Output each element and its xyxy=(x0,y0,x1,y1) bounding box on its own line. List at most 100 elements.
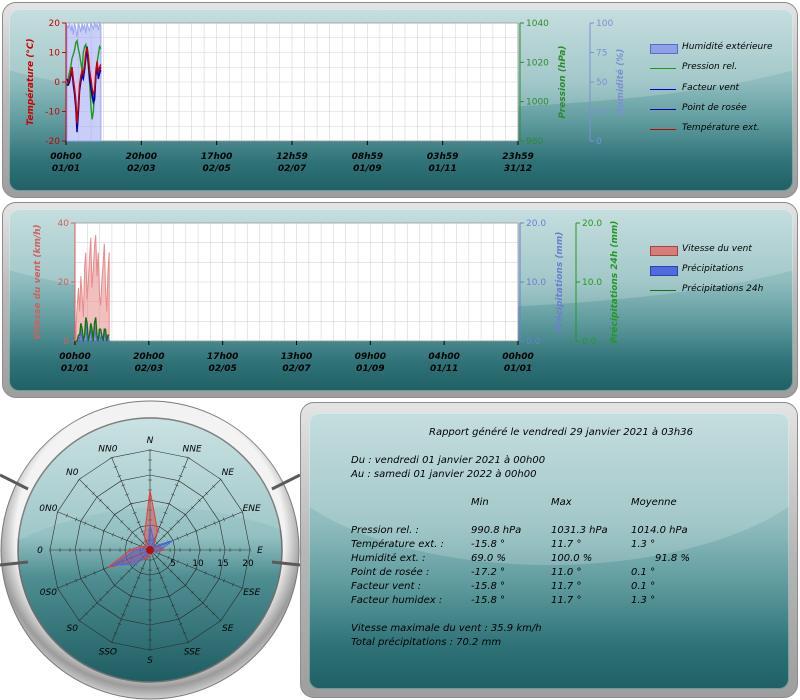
rose-tick xyxy=(204,525,207,529)
y-tick-label: 0 xyxy=(54,78,60,88)
col-min-header: Min xyxy=(471,497,489,508)
rose-radial-label: 20 xyxy=(242,559,254,569)
x-tick-date: 02/05 xyxy=(208,364,236,374)
legend-line xyxy=(650,129,676,130)
x-tick-date: 01/01 xyxy=(52,164,80,174)
rose-tick xyxy=(98,597,103,602)
rose-tick xyxy=(112,532,115,537)
rose-tick xyxy=(182,632,187,635)
rose-tick xyxy=(195,528,198,533)
legend-label: Humidité extérieure xyxy=(682,42,773,52)
rose-radial-label: 10 xyxy=(192,559,204,569)
row-max: 11.0 ° xyxy=(551,567,582,578)
legend-line xyxy=(650,89,676,90)
rose-tick xyxy=(75,517,78,522)
y-tick-label: 20.0 xyxy=(582,219,602,229)
wind-rose: 5 10 15 20 N NNE NE ENE E ESE SE SSE S SSO S0 0S0 0 0N0 N0… xyxy=(0,400,301,700)
rose-tick xyxy=(163,512,168,515)
rose-tick xyxy=(232,513,235,518)
x-tick-time: 20h00 xyxy=(133,352,164,362)
rose-tick xyxy=(93,571,96,575)
x-tick-time: 03h59 xyxy=(427,152,458,162)
rose-tick xyxy=(171,604,175,607)
row-min: 990.8 hPa xyxy=(471,525,522,536)
legend-label: Point de rosée xyxy=(682,103,747,113)
rose-tick xyxy=(134,534,138,538)
y-axis-title: Température (°C) xyxy=(25,38,36,125)
rose-tick xyxy=(182,465,187,468)
rose-tick xyxy=(117,622,122,625)
x-tick-time: 04h00 xyxy=(428,352,459,362)
row-max: 100.0 % xyxy=(551,553,593,564)
legend-label: Précipitations xyxy=(682,264,744,274)
row-label: Point de rosée : xyxy=(351,567,430,578)
row-min: -17.2 ° xyxy=(471,567,506,578)
row-avg: 0.1 ° xyxy=(631,581,656,592)
series-line xyxy=(67,47,102,124)
rose-tick xyxy=(241,586,244,591)
chart2-legend: Vitesse du vent Précipitations Précipita… xyxy=(650,244,795,304)
bezel-notch xyxy=(271,473,301,491)
rose-direction-label: E xyxy=(257,546,263,556)
rose-tick xyxy=(176,576,180,580)
rose-direction-label: S xyxy=(147,656,153,666)
row-label: Facteur humidex : xyxy=(351,595,443,606)
rose-direction-label: 0 xyxy=(37,546,43,556)
x-tick-time: 17h00 xyxy=(201,152,232,162)
rose-tick xyxy=(136,576,141,579)
rose-tick xyxy=(121,559,124,564)
rose-tick xyxy=(155,555,159,559)
rose-tick xyxy=(121,613,126,616)
legend-swatch xyxy=(650,266,678,276)
rose-tick xyxy=(84,574,87,579)
y-tick-label: 25 xyxy=(596,108,607,118)
y-tick-label: 10 xyxy=(49,49,61,59)
y-tick-label: 1020 xyxy=(526,58,549,68)
rose-tick xyxy=(75,578,78,583)
rose-tick xyxy=(178,622,183,625)
rose-tick xyxy=(109,456,114,459)
rose-tick xyxy=(159,576,164,579)
x-tick-date: 02/07 xyxy=(278,164,307,174)
chart2-svg: 0 20 40 Vitesse du vent (km/h) 0.0 10.0 20.0 Pr… xyxy=(33,219,620,374)
row-max: 11.7 ° xyxy=(551,581,582,592)
rose-tick xyxy=(84,612,88,616)
y-axis-title: Précipitations 24h (mm) xyxy=(609,221,620,344)
y-tick-label: -10 xyxy=(45,108,60,118)
rose-tick xyxy=(163,585,168,588)
rose-tick xyxy=(84,484,88,488)
rose-tick xyxy=(219,477,223,481)
legend-line xyxy=(650,109,676,110)
rose-tick xyxy=(120,576,124,580)
rose-center xyxy=(146,546,154,554)
row-label: Pression rel. : xyxy=(351,525,419,536)
rose-tick xyxy=(65,582,68,587)
legend-label: Facteur vent xyxy=(682,83,740,93)
x-tick-date: 31/12 xyxy=(504,164,532,174)
rose-direction-label: SSE xyxy=(184,648,201,658)
y-tick-label: 75 xyxy=(596,49,607,59)
x-tick-time: 09h00 xyxy=(355,352,386,362)
row-avg: 1014.0 hPa xyxy=(631,525,688,536)
rose-tick xyxy=(136,521,141,524)
col-avg-header: Moyenne xyxy=(631,497,677,508)
report-glass: Rapport généré le vendredi 29 janvier 20… xyxy=(309,413,789,689)
y-tick-label: 50 xyxy=(596,78,608,88)
row-avg: 1.3 ° xyxy=(631,539,656,550)
report-to: Au : samedi 01 janvier 2022 à 00h00 xyxy=(351,469,537,480)
rose-tick xyxy=(132,512,137,515)
series-line xyxy=(76,317,110,342)
x-tick-time: 23h59 xyxy=(502,152,533,162)
rose-direction-label: N0 xyxy=(66,468,79,478)
rose-tick xyxy=(222,578,225,583)
y-tick-label: 0 xyxy=(63,337,69,347)
legend-label: Température ext. xyxy=(682,123,760,133)
rose-tick xyxy=(176,536,179,541)
rose-tick xyxy=(91,491,96,496)
rose-tick xyxy=(56,509,59,514)
rose-tick xyxy=(167,555,170,560)
row-avg: 0.1 ° xyxy=(631,567,656,578)
rose-tick xyxy=(127,569,131,573)
chart1-legend: Humidité extérieure Pression rel. Facteu… xyxy=(650,42,795,142)
rose-tick xyxy=(167,595,172,598)
